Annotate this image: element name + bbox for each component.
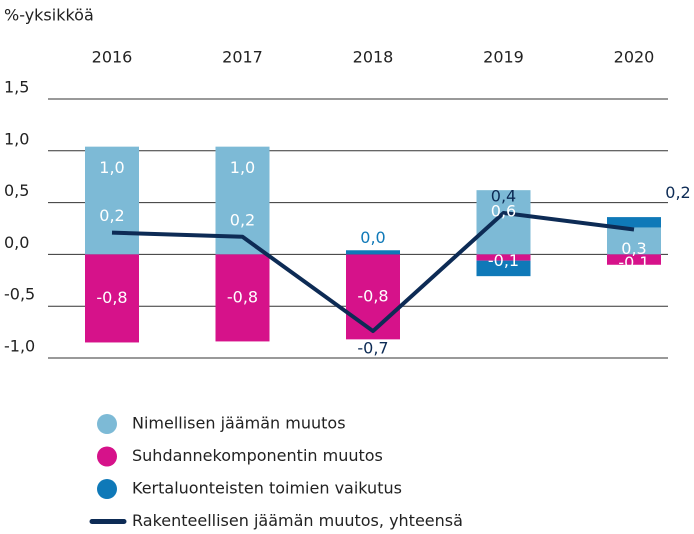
legend-swatch <box>97 414 117 434</box>
bar <box>607 217 661 228</box>
y-tick-label: 1,0 <box>4 129 29 148</box>
data-label: 0,4 <box>491 186 516 205</box>
data-label: -0,1 <box>488 251 519 270</box>
legend-swatch <box>97 479 117 499</box>
legend-swatch <box>97 446 117 467</box>
y-tick-label: -0,5 <box>4 285 35 304</box>
bar <box>607 227 661 255</box>
data-label: -0,7 <box>357 339 388 358</box>
bar <box>215 254 270 342</box>
legend-label: Nimellisen jäämän muutos <box>132 414 346 433</box>
bar <box>476 260 531 277</box>
data-label: 0,2 <box>665 183 690 202</box>
bar <box>85 146 139 255</box>
bar <box>346 254 400 340</box>
line <box>111 210 635 334</box>
legend-label: Kertaluonteisten toimien vaikutus <box>132 479 402 498</box>
x-tick-label: 2016 <box>92 48 133 67</box>
data-label: -0,1 <box>618 253 649 272</box>
bar <box>346 250 400 255</box>
data-label: 0,0 <box>360 228 385 247</box>
bar <box>607 254 661 265</box>
y-tick-label: -1,0 <box>4 337 35 356</box>
data-label: 0,2 <box>230 210 255 229</box>
data-label: -0,8 <box>227 287 258 306</box>
legend-label: Rakenteellisen jäämän muutos, yhteensä <box>132 511 463 530</box>
y-tick-label: 1,5 <box>4 78 29 97</box>
data-label: 0,2 <box>99 206 124 225</box>
data-label: 0,3 <box>621 239 646 258</box>
bar <box>85 254 139 343</box>
data-label: 1,0 <box>230 158 255 177</box>
y-axis-label: %-yksikköä <box>4 6 94 25</box>
data-label: -0,8 <box>357 286 388 305</box>
data-label: -0,8 <box>96 288 127 307</box>
x-tick-label: 2017 <box>222 48 263 67</box>
bar <box>476 254 531 261</box>
x-tick-label: 2020 <box>614 48 655 67</box>
data-label: 0,6 <box>491 202 516 221</box>
y-tick-label: 0,0 <box>4 233 29 252</box>
legend-label: Suhdannekomponentin muutos <box>132 446 383 465</box>
x-tick-label: 2019 <box>483 48 524 67</box>
legend: Nimellisen jäämän muutos Suhdannekomponen… <box>89 414 463 530</box>
data-label: 1,0 <box>99 158 124 177</box>
x-tick-label: 2018 <box>353 48 394 67</box>
bar <box>476 190 531 255</box>
y-tick-label: 0,5 <box>4 181 29 200</box>
